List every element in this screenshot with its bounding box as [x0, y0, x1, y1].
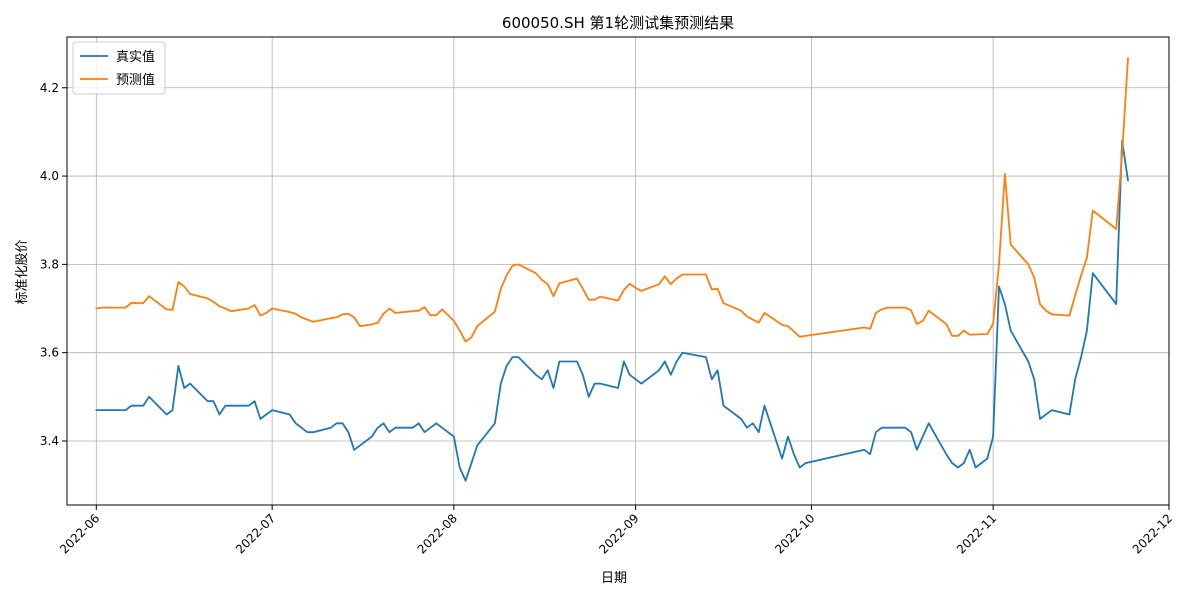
legend-label-predicted: 预测值 [116, 72, 155, 88]
gridlines [67, 37, 1170, 505]
legend-box [72, 41, 166, 95]
y-axis-label: 标准化股价 [15, 239, 30, 304]
y-tick-label: 3.8 [40, 257, 59, 271]
x-tick-label: 2022-11 [954, 511, 999, 556]
y-tick-label: 4.2 [40, 81, 59, 95]
series-line-predicted [95, 57, 1129, 343]
series-line-actual [95, 139, 1129, 482]
legend-label-actual: 真实值 [116, 49, 155, 65]
y-tick-label: 3.4 [40, 434, 59, 448]
x-tick-label: 2022-12 [1130, 511, 1175, 556]
x-tick-label: 2022-10 [772, 511, 817, 556]
x-axis-label: 日期 [601, 571, 627, 586]
y-tick-label: 4.0 [40, 169, 59, 183]
plot-frame [66, 36, 1170, 506]
x-tick-label: 2022-07 [233, 511, 278, 556]
plot-area [67, 37, 1169, 505]
y-axis-ticks: 3.4 3.6 3.8 4.0 4.2 [40, 81, 67, 448]
x-tick-label: 2022-09 [596, 511, 641, 556]
x-tick-label: 2022-08 [415, 511, 460, 556]
chart-title: 600050.SH 第1轮测试集预测结果 [502, 14, 734, 32]
x-axis-ticks: 2022-06 2022-07 2022-08 2022-09 2022-10 2022-… [57, 505, 1175, 557]
y-tick-label: 3.6 [40, 346, 59, 360]
x-tick-label: 2022-06 [57, 511, 102, 556]
series-lines [95, 57, 1129, 482]
legend: 真实值 预测值 [72, 41, 166, 95]
